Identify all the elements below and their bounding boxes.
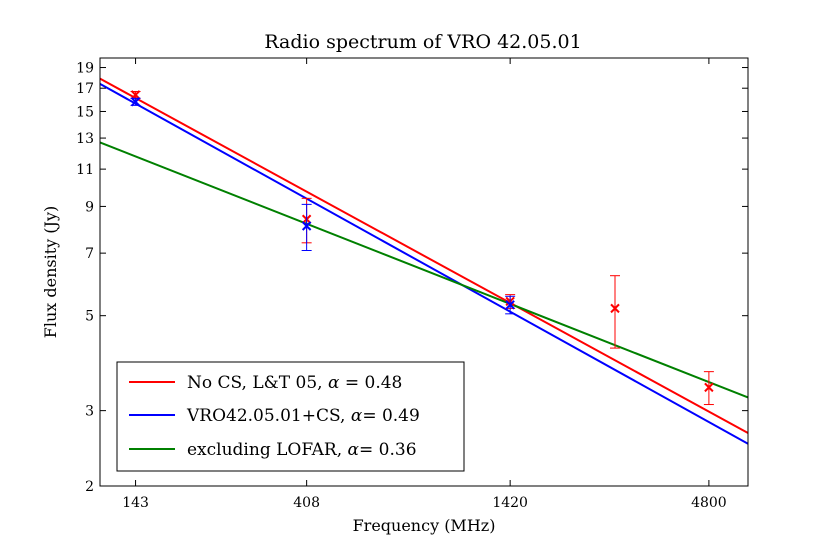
data-point-vro-cs [301, 221, 312, 231]
legend: No CS, L&T 05, α = 0.48 VRO42.05.01+CS, … [116, 361, 465, 472]
y-axis-label: Flux density (Jy) [41, 206, 60, 338]
x-tick-label: 4800 [691, 495, 727, 511]
legend-label-no-cs: No CS, L&T 05, α = 0.48 [187, 373, 402, 393]
x-axis: 143 408 1420 4800 [122, 58, 727, 511]
data-point-vro-cs [505, 300, 515, 310]
x-tick-label: 143 [122, 495, 149, 511]
x-axis-label: Frequency (MHz) [353, 516, 496, 535]
y-tick-label: 9 [85, 199, 94, 215]
y-tick-label: 5 [85, 309, 94, 325]
plot-points [130, 90, 714, 406]
x-tick-label: 1420 [492, 495, 528, 511]
data-point-no-cs [130, 90, 141, 100]
y-tick-label: 7 [85, 246, 94, 262]
data-point-no-cs [610, 303, 620, 314]
plot-lines [100, 77, 748, 445]
y-tick-label: 15 [76, 104, 94, 120]
data-point-no-cs [704, 382, 714, 393]
fit-line-vro-cs [100, 83, 748, 445]
chart-title: Radio spectrum of VRO 42.05.01 [264, 31, 581, 53]
y-axis: 2 3 5 7 9 11 13 15 17 19 [76, 61, 748, 495]
legend-label-vro-cs: VRO42.05.01+CS, α= 0.49 [186, 406, 420, 426]
y-tick-label: 17 [76, 81, 94, 97]
legend-box [116, 361, 465, 472]
y-tick-label: 11 [76, 162, 94, 178]
fit-line-excluding-lofar [100, 141, 748, 399]
y-tick-label: 2 [85, 479, 94, 495]
y-tick-label: 3 [85, 404, 94, 420]
y-tick-label: 13 [76, 131, 94, 147]
fit-line-no-cs [100, 77, 748, 434]
y-tick-label: 19 [76, 61, 94, 77]
x-tick-label: 408 [293, 495, 320, 511]
data-point-vro-cs [130, 97, 141, 107]
legend-label-excluding-lofar: excluding LOFAR, α= 0.36 [187, 440, 417, 460]
plot-frame [99, 57, 749, 487]
